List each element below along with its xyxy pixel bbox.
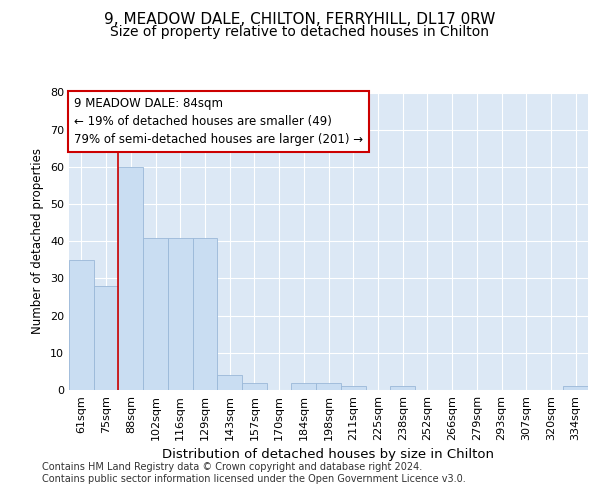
- Text: 9, MEADOW DALE, CHILTON, FERRYHILL, DL17 0RW: 9, MEADOW DALE, CHILTON, FERRYHILL, DL17…: [104, 12, 496, 28]
- Bar: [217, 375, 242, 390]
- Bar: [118, 167, 143, 390]
- Bar: [316, 382, 341, 390]
- Text: Size of property relative to detached houses in Chilton: Size of property relative to detached ho…: [110, 25, 490, 39]
- Bar: [69, 260, 94, 390]
- Bar: [390, 386, 415, 390]
- Y-axis label: Number of detached properties: Number of detached properties: [31, 148, 44, 334]
- X-axis label: Distribution of detached houses by size in Chilton: Distribution of detached houses by size …: [163, 448, 494, 462]
- Text: Contains HM Land Registry data © Crown copyright and database right 2024.
Contai: Contains HM Land Registry data © Crown c…: [42, 462, 466, 484]
- Bar: [193, 238, 217, 390]
- Bar: [143, 238, 168, 390]
- Bar: [168, 238, 193, 390]
- Bar: [563, 386, 588, 390]
- Bar: [292, 382, 316, 390]
- Bar: [341, 386, 365, 390]
- Bar: [242, 382, 267, 390]
- Bar: [94, 286, 118, 390]
- Text: 9 MEADOW DALE: 84sqm
← 19% of detached houses are smaller (49)
79% of semi-detac: 9 MEADOW DALE: 84sqm ← 19% of detached h…: [74, 97, 364, 146]
